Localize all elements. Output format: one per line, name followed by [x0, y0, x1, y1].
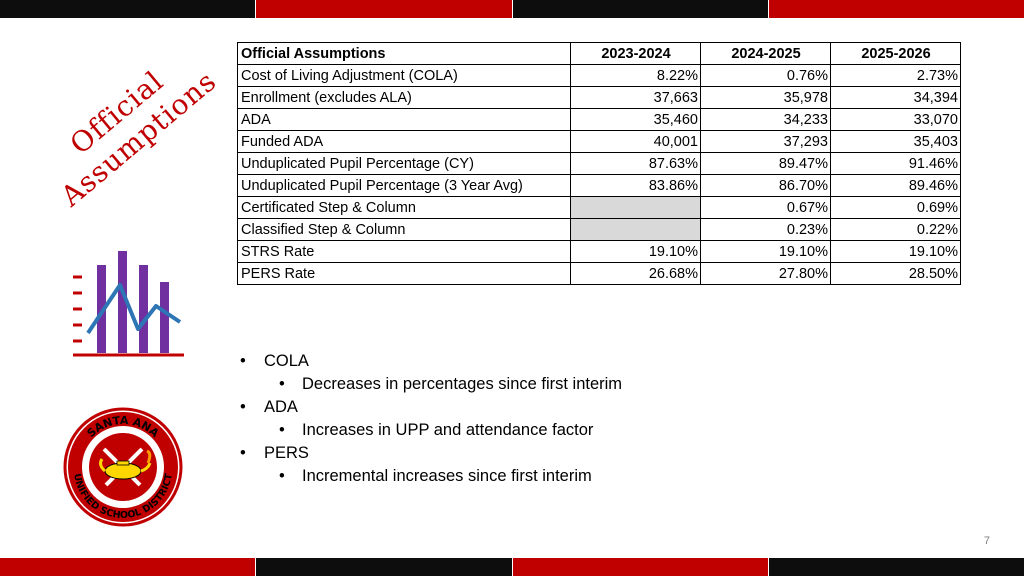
table-cell: 89.46%	[830, 174, 961, 197]
table-cell: 91.46%	[830, 152, 961, 175]
table-cell: 37,663	[570, 86, 701, 109]
page-number: 7	[983, 535, 990, 547]
list-item: • ADA	[238, 396, 622, 419]
table-cell: 35,460	[570, 108, 701, 131]
table-header-row: Official Assumptions 2023-2024 2024-2025…	[237, 42, 961, 65]
bullet-text: ADA	[264, 398, 298, 416]
table-cell: 34,233	[700, 108, 831, 131]
row-label: Certificated Step & Column	[237, 196, 571, 219]
sub-bullet-text: Decreases in percentages since first int…	[302, 375, 623, 393]
table-cell: 37,293	[700, 130, 831, 153]
row-label: Enrollment (excludes ALA)	[237, 86, 571, 109]
district-seal-logo: SANTA ANA UNIFIED SCHOOL DISTRICT	[63, 407, 183, 527]
table-row: PERS Rate 26.68% 27.80% 28.50%	[237, 262, 961, 285]
bullet-icon: •	[240, 352, 246, 370]
table-cell-empty	[570, 218, 701, 241]
row-label: Classified Step & Column	[237, 218, 571, 241]
row-label: Funded ADA	[237, 130, 571, 153]
table-cell: 40,001	[570, 130, 701, 153]
sub-bullet-text: Increases in UPP and attendance factor	[302, 421, 594, 439]
bottom-decor-bar	[0, 558, 1024, 576]
bullet-text: COLA	[264, 352, 309, 370]
list-item: • PERS	[238, 442, 622, 465]
table-row: Unduplicated Pupil Percentage (3 Year Av…	[237, 174, 961, 197]
bullet-icon: •	[240, 398, 246, 416]
assumptions-table: Official Assumptions 2023-2024 2024-2025…	[237, 42, 961, 285]
table-cell: 8.22%	[570, 64, 701, 87]
bullet-text: PERS	[264, 444, 309, 462]
table-row: Classified Step & Column 0.23% 0.22%	[237, 218, 961, 241]
bullet-icon: •	[240, 444, 246, 462]
table-row: Unduplicated Pupil Percentage (CY) 87.63…	[237, 152, 961, 175]
table-cell: 0.22%	[830, 218, 961, 241]
bar-chart-trend-icon	[73, 251, 184, 357]
table-cell: 89.47%	[700, 152, 831, 175]
table-cell: 0.23%	[700, 218, 831, 241]
column-header: Official Assumptions	[237, 42, 571, 65]
row-label: Unduplicated Pupil Percentage (CY)	[237, 152, 571, 175]
table-row: Certificated Step & Column 0.67% 0.69%	[237, 196, 961, 219]
table-cell: 26.68%	[570, 262, 701, 285]
table-cell: 86.70%	[700, 174, 831, 197]
table-cell: 0.76%	[700, 64, 831, 87]
table-row: Enrollment (excludes ALA) 37,663 35,978 …	[237, 86, 961, 109]
table-cell: 0.67%	[700, 196, 831, 219]
table-row: STRS Rate 19.10% 19.10% 19.10%	[237, 240, 961, 263]
slide-title: Official Assumptions	[54, 64, 223, 213]
table-cell: 87.63%	[570, 152, 701, 175]
sub-bullet-text: Incremental increases since first interi…	[302, 467, 592, 485]
table-cell: 33,070	[830, 108, 961, 131]
column-header: 2025-2026	[830, 42, 961, 65]
table-row: ADA 35,460 34,233 33,070	[237, 108, 961, 131]
top-decor-bar	[0, 0, 1024, 18]
table-cell: 34,394	[830, 86, 961, 109]
table-cell: 35,403	[830, 130, 961, 153]
row-label: ADA	[237, 108, 571, 131]
bullet-icon: •	[279, 467, 285, 485]
list-item: • COLA	[238, 350, 622, 373]
list-item: • Increases in UPP and attendance factor	[238, 419, 622, 442]
table-row: Funded ADA 40,001 37,293 35,403	[237, 130, 961, 153]
bullet-icon: •	[279, 375, 285, 393]
table-cell: 2.73%	[830, 64, 961, 87]
notes-list: • COLA • Decreases in percentages since fi…	[238, 350, 622, 488]
row-label: Unduplicated Pupil Percentage (3 Year Av…	[237, 174, 571, 197]
table-cell: 28.50%	[830, 262, 961, 285]
list-item: • Decreases in percentages since first in…	[238, 373, 622, 396]
row-label: STRS Rate	[237, 240, 571, 263]
table-cell-empty	[570, 196, 701, 219]
table-cell: 0.69%	[830, 196, 961, 219]
table-cell: 83.86%	[570, 174, 701, 197]
row-label: Cost of Living Adjustment (COLA)	[237, 64, 571, 87]
table-cell: 19.10%	[700, 240, 831, 263]
column-header: 2023-2024	[570, 42, 701, 65]
table-cell: 27.80%	[700, 262, 831, 285]
table-row: Cost of Living Adjustment (COLA) 8.22% 0…	[237, 64, 961, 87]
bullet-icon: •	[279, 421, 285, 439]
table-cell: 19.10%	[570, 240, 701, 263]
table-cell: 19.10%	[830, 240, 961, 263]
lamp-icon	[99, 447, 152, 487]
table-cell: 35,978	[700, 86, 831, 109]
list-item: • Incremental increases since first inter…	[238, 465, 622, 488]
column-header: 2024-2025	[700, 42, 831, 65]
row-label: PERS Rate	[237, 262, 571, 285]
